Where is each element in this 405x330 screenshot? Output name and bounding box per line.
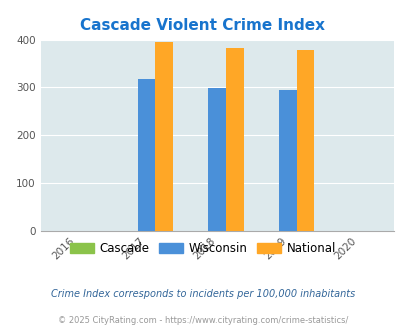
Bar bbox=[155, 43, 173, 231]
Text: Crime Index corresponds to incidents per 100,000 inhabitants: Crime Index corresponds to incidents per… bbox=[51, 289, 354, 299]
Bar bbox=[208, 88, 226, 231]
Text: Cascade Violent Crime Index: Cascade Violent Crime Index bbox=[80, 18, 325, 33]
Text: © 2025 CityRating.com - https://www.cityrating.com/crime-statistics/: © 2025 CityRating.com - https://www.city… bbox=[58, 316, 347, 325]
Legend: Cascade, Wisconsin, National: Cascade, Wisconsin, National bbox=[65, 237, 340, 260]
Bar bbox=[137, 79, 155, 231]
Bar bbox=[226, 48, 243, 231]
Bar bbox=[278, 90, 296, 231]
Bar bbox=[296, 50, 313, 231]
